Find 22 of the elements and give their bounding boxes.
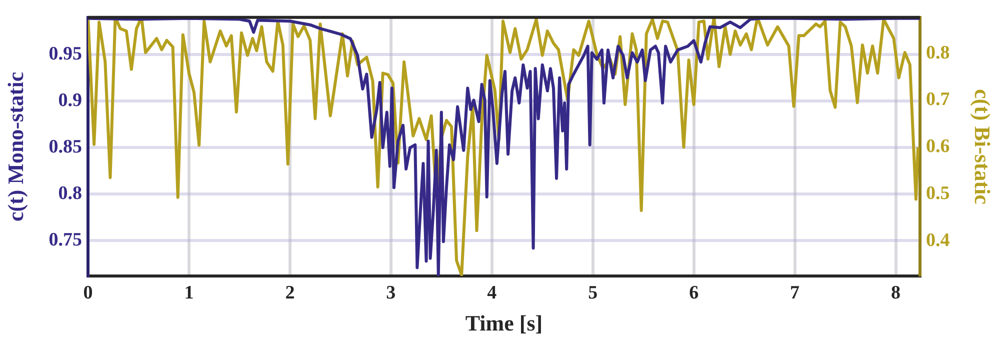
y2-tick-label: 0.6 — [926, 136, 950, 158]
y2-tick-label: 0.4 — [926, 230, 950, 251]
y-tick-label: 0.85 — [48, 136, 82, 158]
x-tick-label: 7 — [790, 282, 800, 304]
y-tick-label: 0.95 — [48, 44, 82, 65]
y2-axis-title: c(t) Bi-static — [970, 88, 996, 205]
x-tick-label: 3 — [386, 282, 396, 304]
x-axis-title: Time [s] — [465, 310, 543, 336]
x-tick-label: 8 — [891, 282, 901, 304]
x-tick-label: 0 — [83, 282, 93, 304]
x-tick-label: 6 — [689, 282, 699, 304]
x-tick-label: 5 — [588, 282, 598, 304]
x-tick-label: 2 — [285, 282, 295, 304]
y2-tick-label: 0.7 — [926, 89, 950, 110]
x-tick-label: 1 — [184, 282, 194, 304]
x-tick-label: 4 — [487, 282, 498, 304]
y-tick-label: 0.75 — [48, 230, 82, 251]
y-tick-label: 0.8 — [58, 183, 82, 204]
y2-tick-label: 0.5 — [926, 182, 950, 204]
y-tick-label: 0.9 — [58, 90, 82, 112]
y-axis-title: c(t) Mono-static — [2, 72, 28, 222]
y2-tick-label: 0.8 — [926, 42, 950, 64]
